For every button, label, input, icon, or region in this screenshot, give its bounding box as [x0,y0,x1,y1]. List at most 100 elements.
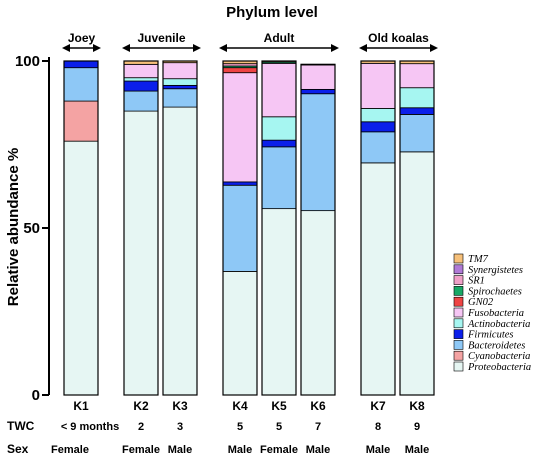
legend-label: SR1 [468,276,485,287]
legend-label: Firmicutes [467,330,514,341]
row-value: 7 [315,421,321,433]
arrow-head-right [430,44,438,52]
bar-stack-k1 [63,60,99,396]
legend-item-spirochaetes: Spirochaetes [453,286,522,297]
row-value: Male [228,444,252,456]
legend-item-proteobacteria: Proteobacteria [453,361,531,373]
bar-segment-proteobacteria [399,151,435,396]
bar-segment-bacteroidetes [222,184,258,272]
arrow-head-left [219,44,227,52]
group-header-old-koalas: Old koalas [359,31,438,52]
legend-label: TM7 [468,254,489,265]
legend-label: Spirochaetes [468,286,522,297]
bar-segment-fusobacteria [360,62,396,109]
bar-stack-k5 [261,60,297,396]
bar-segment-proteobacteria [222,271,258,396]
y-tick-label: 0 [32,387,40,404]
bar-segment-firmicutes [162,84,198,90]
bar-outline [360,60,396,396]
x-tick-label: K8 [409,399,425,413]
legend-label: Proteobacteria [467,362,531,373]
bar-segment-actinobacteria [162,78,198,86]
bar-segment-proteobacteria [63,140,99,396]
legend-swatch [453,340,464,350]
bar-segment-proteobacteria [300,210,336,396]
bar-stack-k4 [222,60,258,396]
bar-segment-bacteroidetes [123,90,159,112]
arrow-head-right [93,44,101,52]
legend-label: GN02 [468,297,494,308]
arrow-head-left [62,44,70,52]
bar-segment-actinobacteria [261,116,297,141]
bar-segment-bacteroidetes [162,88,198,108]
y-axis: 0 50 100 [15,53,50,404]
row-value: 9 [414,421,420,433]
legend-label: Actinobacteria [467,319,530,330]
arrow-head-right [331,44,339,52]
bar-segment-fusobacteria [222,72,258,183]
bar-segment-firmicutes [399,107,435,115]
row-value: Male [405,444,429,456]
row-value: < 9 months [61,421,119,433]
bar-segment-actinobacteria [360,108,396,123]
row-value: 8 [375,421,381,433]
bar-segment-bacteroidetes [300,93,336,212]
legend-label: Fusobacteria [467,308,524,319]
bar-segment-proteobacteria [162,106,198,396]
bar-stack-k8 [399,60,435,396]
bar-outline [300,63,336,396]
x-tick-label: K6 [310,399,326,413]
bar-segment-fusobacteria [300,64,336,90]
row-value: Female [51,444,89,456]
bar-segment-cyanobacteria [63,100,99,142]
bar-outline [162,60,198,396]
bar-segment-proteobacteria [261,208,297,396]
arrow-head-right [193,44,201,52]
x-tick-label: K3 [172,399,188,413]
bar-segment-actinobacteria [123,77,159,82]
bar-outline [222,60,258,396]
legend-item-bacteroidetes: Bacteroidetes [453,340,525,351]
bar-stack-k2 [123,60,159,396]
x-tick-label: K2 [133,399,149,413]
x-tick-label: K5 [271,399,287,413]
bar-segment-fusobacteria [399,63,435,89]
row-value: Male [366,444,390,456]
row-value: Female [122,444,160,456]
group-label: Juvenile [137,31,185,45]
legend-swatch [453,329,464,339]
row-label-twc: TWC [7,419,35,433]
legend-item-actinobacteria: Actinobacteria [453,318,530,330]
bar-stack-k7 [360,60,396,396]
legend-swatch [453,264,464,275]
x-tick-label: K4 [232,399,248,413]
legend-swatch [453,275,464,285]
group-header-adult: Adult [219,31,339,52]
bar-outline [399,60,435,396]
bar-segment-fusobacteria [162,62,198,80]
legend-swatch [453,318,464,329]
group-label: Joey [68,31,96,45]
row-value: 5 [276,421,282,433]
legend-item-sr1: SR1 [453,275,485,287]
legend-label: Synergistetes [468,265,523,276]
bar-segment-proteobacteria [360,162,396,396]
y-tick-label: 50 [23,220,40,237]
bar-segment-bacteroidetes [261,146,297,210]
legend-item-gn02: GN02 [453,296,494,308]
arrow-head-left [359,44,367,52]
bar-segment-gn02 [222,67,258,74]
bar-segment-firmicutes [261,139,297,148]
group-label: Old koalas [368,31,429,45]
row-value: 5 [237,421,243,433]
bar-segment-actinobacteria [399,87,435,109]
bar-stack-k6 [300,63,336,396]
chart-title: Phylum level [226,4,318,21]
bar-segment-bacteroidetes [360,131,396,164]
row-value: 3 [177,421,183,433]
bar-outline [261,60,297,396]
x-tick-labels: K1 K2 K3 K4 K5 K6 K7 K8 [73,399,425,413]
legend: TM7SynergistetesSR1SpirochaetesGN02Fusob… [453,253,531,373]
legend-item-synergistetes: Synergistetes [453,264,523,276]
